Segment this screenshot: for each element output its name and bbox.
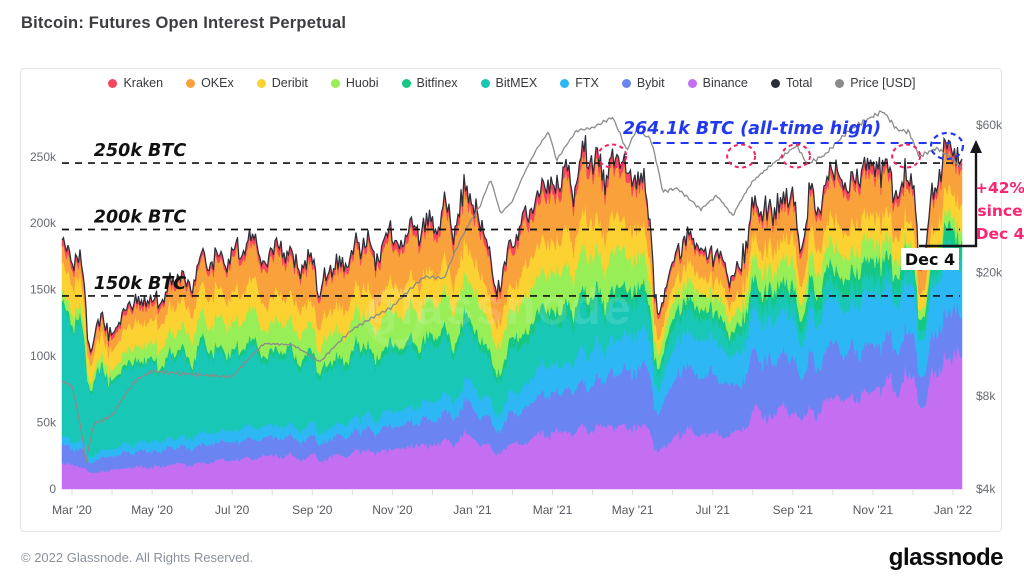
- legend-label: FTX: [575, 76, 599, 90]
- legend-dot-icon: [835, 78, 845, 88]
- legend-dot-icon: [560, 78, 570, 88]
- legend-item-bitfinex[interactable]: Bitfinex: [401, 76, 458, 90]
- legend-dot-icon: [621, 78, 631, 88]
- legend-label: Binance: [702, 76, 748, 90]
- legend-item-ftx[interactable]: FTX: [560, 76, 599, 90]
- legend-dot-icon: [687, 78, 697, 88]
- legend-label: Bitfinex: [416, 76, 458, 90]
- legend-item-bybit[interactable]: Bybit: [621, 76, 665, 90]
- page-title: Bitcoin: Futures Open Interest Perpetual: [21, 14, 347, 32]
- legend-item-deribit[interactable]: Deribit: [256, 76, 308, 90]
- legend-label: Bybit: [636, 76, 665, 90]
- legend-label: Price [USD]: [850, 76, 916, 90]
- legend-label: Kraken: [123, 76, 164, 90]
- legend-dot-icon: [330, 78, 340, 88]
- chart-card: [20, 68, 1002, 532]
- chart-legend: Kraken OKEx Deribit Huobi Bitfinex BitMEX FTX B…: [0, 76, 1024, 90]
- legend-item-bitmex[interactable]: BitMEX: [480, 76, 538, 90]
- legend-dot-icon: [480, 78, 490, 88]
- legend-label: Deribit: [271, 76, 308, 90]
- legend-dot-icon: [770, 78, 780, 88]
- legend-item-total[interactable]: Total: [770, 76, 813, 90]
- glassnode-wordmark: glassnode: [888, 543, 1004, 571]
- copyright-text: © 2022 Glassnode. All Rights Reserved.: [21, 550, 254, 565]
- legend-dot-icon: [256, 78, 266, 88]
- legend-item-binance[interactable]: Binance: [687, 76, 748, 90]
- legend-label: Total: [785, 76, 813, 90]
- legend-label: OKEx: [201, 76, 234, 90]
- legend-dot-icon: [108, 78, 118, 88]
- legend-label: BitMEX: [495, 76, 538, 90]
- legend-item-kraken[interactable]: Kraken: [108, 76, 163, 90]
- legend-dot-icon: [401, 78, 411, 88]
- legend-dot-icon: [186, 78, 196, 88]
- legend-label: Huobi: [345, 76, 379, 90]
- legend-item-okex[interactable]: OKEx: [186, 76, 234, 90]
- legend-item-price-usd[interactable]: Price [USD]: [835, 76, 916, 90]
- footer: © 2022 Glassnode. All Rights Reserved. g…: [0, 538, 1024, 577]
- legend-item-huobi[interactable]: Huobi: [330, 76, 379, 90]
